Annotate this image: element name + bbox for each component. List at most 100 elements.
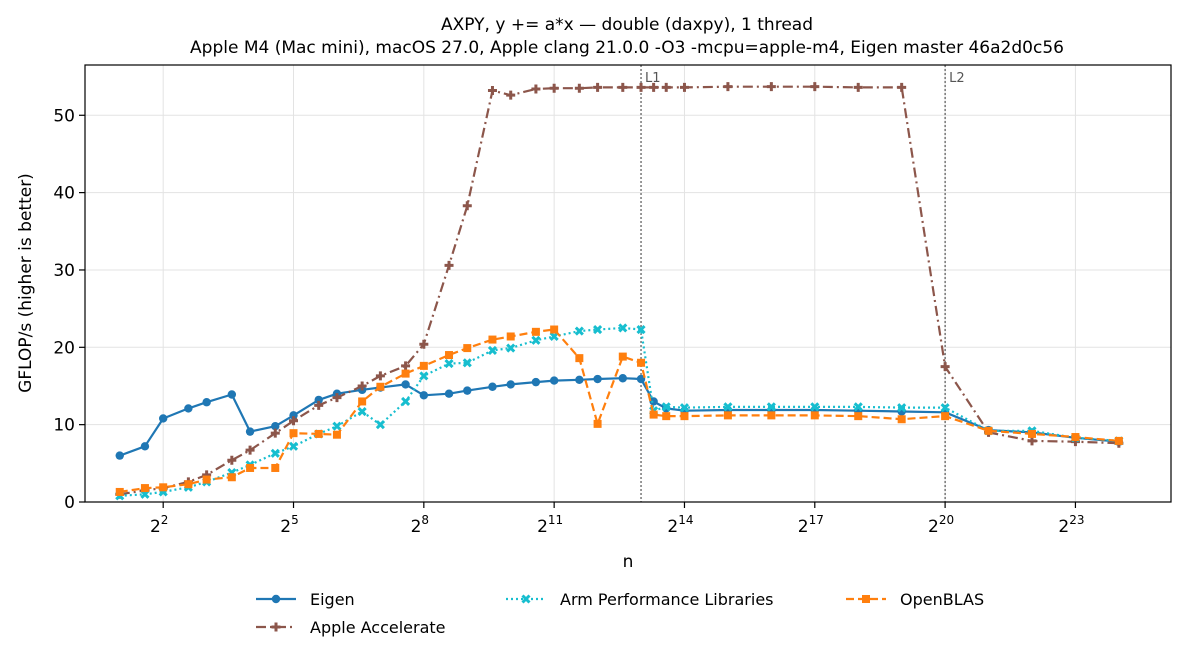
data-point (661, 82, 671, 92)
data-point (115, 451, 124, 460)
data-point (375, 420, 385, 430)
data-point (531, 84, 541, 94)
data-point (593, 324, 603, 335)
data-point (940, 403, 950, 413)
data-point (723, 82, 733, 92)
x-tick-exponent: 23 (1069, 513, 1084, 527)
legend-label: Arm Performance Libraries (560, 590, 774, 609)
data-point (593, 374, 602, 384)
cache-marker-label: L1 (645, 71, 661, 86)
data-point (549, 331, 559, 342)
data-point (462, 201, 472, 211)
data-point (401, 369, 410, 378)
data-point (810, 82, 820, 92)
data-point (158, 414, 168, 423)
legend-label: OpenBLAS (900, 590, 984, 609)
data-point (444, 260, 454, 270)
data-point (332, 421, 342, 431)
data-point (401, 396, 411, 407)
data-point (227, 473, 236, 482)
cache-marker-label: L2 (949, 71, 965, 86)
data-point (159, 483, 168, 492)
data-point (810, 411, 819, 420)
data-point (574, 83, 584, 93)
data-point (593, 419, 602, 428)
x-tick-base: 2 (411, 517, 422, 537)
chart-title: AXPY, y += a*x — double (daxpy), 1 threa… (441, 15, 813, 35)
x-tick-base: 2 (537, 517, 548, 537)
data-point (941, 412, 950, 421)
data-point (462, 358, 472, 368)
data-point (506, 380, 515, 389)
data-point (288, 441, 299, 451)
x-tick-label: 214 (667, 513, 693, 537)
data-point (245, 445, 255, 455)
x-tick-exponent: 8 (421, 513, 429, 527)
y-tick-label: 30 (53, 261, 75, 281)
data-point (376, 382, 385, 391)
data-point (332, 393, 342, 403)
data-point (550, 325, 559, 334)
legend-item: Arm Performance Libraries (506, 590, 774, 609)
series-line (119, 328, 1119, 493)
y-tick-label: 10 (53, 416, 75, 436)
data-point (636, 374, 646, 384)
data-point (531, 335, 541, 345)
data-point (227, 390, 237, 399)
data-point (314, 400, 324, 410)
data-point (766, 82, 776, 92)
data-point (419, 361, 428, 370)
data-point (445, 351, 454, 360)
data-point (184, 480, 193, 489)
data-point (1114, 436, 1123, 445)
x-tick-label: 22 (150, 513, 168, 537)
data-point (679, 403, 690, 413)
data-point (289, 416, 299, 426)
legend: Eigen Apple Accelerate Arm Performance Lib… (256, 590, 984, 637)
data-point (649, 397, 658, 406)
data-point (897, 415, 906, 424)
data-point (723, 411, 732, 420)
data-point (444, 389, 454, 398)
data-point (618, 323, 628, 333)
data-point (506, 90, 516, 100)
data-point (549, 376, 559, 385)
x-tick-exponent: 14 (678, 513, 693, 527)
data-point (357, 381, 367, 391)
data-point (488, 335, 497, 344)
data-point (531, 327, 540, 336)
x-tick-exponent: 11 (548, 513, 563, 527)
y-tick-label: 50 (53, 106, 75, 126)
data-point (649, 82, 659, 92)
data-point (419, 391, 429, 400)
data-point (862, 595, 870, 603)
legend-label: Eigen (310, 590, 355, 609)
data-point (184, 404, 193, 413)
cache-markers: L1 L2 (640, 65, 965, 502)
x-tick-base: 2 (667, 517, 678, 537)
data-point (636, 82, 646, 92)
legend-item: Eigen (256, 590, 355, 609)
data-point (140, 442, 150, 451)
data-point (662, 412, 671, 421)
x-tick-base: 2 (150, 517, 161, 537)
data-point (636, 324, 646, 335)
legend-item: OpenBLAS (846, 590, 984, 609)
data-point (314, 395, 323, 405)
x-tick-label: 220 (928, 513, 954, 537)
x-tick-base: 2 (280, 517, 291, 537)
x-tick-base: 2 (798, 517, 809, 537)
data-point (358, 397, 367, 406)
x-tick-label: 223 (1058, 513, 1084, 537)
data-point (940, 362, 950, 372)
data-point (618, 352, 627, 361)
data-point (854, 412, 863, 421)
data-point (679, 82, 689, 92)
data-point (419, 339, 429, 349)
x-tick-label: 217 (798, 513, 824, 537)
data-point (202, 398, 211, 407)
data-point (574, 326, 584, 336)
data-point (618, 374, 627, 383)
plot-series (115, 82, 1124, 501)
